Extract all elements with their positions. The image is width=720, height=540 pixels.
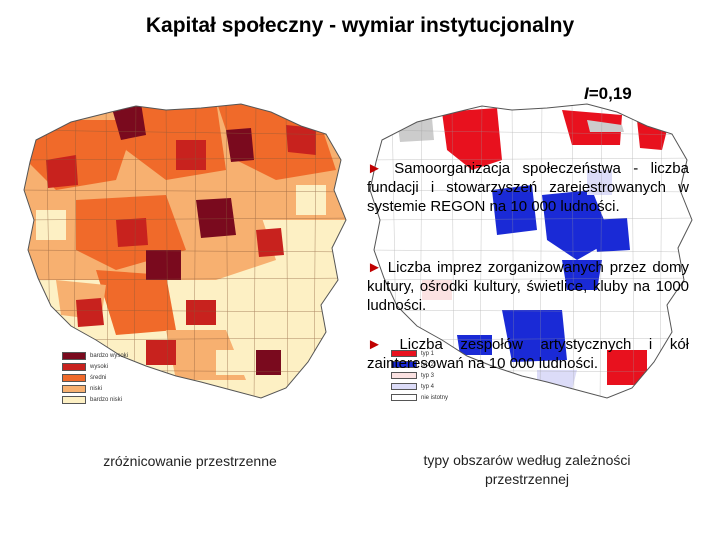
legend-swatch [62, 351, 86, 360]
legend-entry: bardzo niski [62, 394, 128, 405]
legend-swatch [62, 362, 86, 371]
legend-label: bardzo niski [90, 396, 123, 403]
bullet-triangle-icon: ► [367, 259, 382, 276]
bullet-triangle-icon: ► [367, 160, 382, 177]
legend-entry: typ 1 [391, 348, 448, 359]
caption-left: zróżnicowanie przestrzenne [103, 453, 277, 469]
indicator-text: Liczba imprez zorganizowanych przez domy… [367, 259, 689, 314]
legend-entry: średni [62, 372, 128, 383]
moran-statistic: I=0,19 [584, 84, 632, 104]
indicator-text: Samoorganizacja społeczeństwa - liczba f… [367, 160, 689, 215]
indicator-text: Liczba zespołów artystycznych i kół zain… [367, 336, 689, 372]
legend-swatch [391, 350, 417, 357]
legend-entry: niski [62, 383, 128, 394]
choropleth-map [23, 103, 347, 399]
legend-entry: typ 4 [391, 381, 448, 392]
legend-swatch [391, 383, 417, 390]
indicator-item-2: ► Liczba imprez zorganizowanych przez do… [367, 258, 689, 315]
legend-swatch [62, 395, 86, 404]
legend-swatch [391, 372, 417, 379]
caption-right: typy obszarów według zależności przestrz… [423, 452, 631, 487]
legend-swatch [391, 394, 417, 401]
legend-entry: typ 3 [391, 370, 448, 381]
map-regions-left [24, 104, 346, 398]
legend-label: typ 4 [421, 383, 435, 390]
legend-label: wysoki [90, 363, 109, 370]
legend-left: bardzo wysoki wysoki średni niski bardzo nis… [62, 350, 128, 405]
bullet-triangle-icon: ► [367, 336, 382, 353]
statistic-symbol: I [584, 84, 589, 103]
legend-entry: bardzo wysoki [62, 350, 128, 361]
country-outline-right [369, 103, 693, 399]
legend-right: typ 1 typ 2 typ 3 typ 4 nie istotny [391, 348, 448, 403]
legend-entry: wysoki [62, 361, 128, 372]
indicator-item-3: ► Liczba zespołów artystycznych i kół za… [367, 335, 689, 373]
legend-label: nie istotny [421, 394, 449, 401]
legend-swatch [62, 384, 86, 393]
legend-label: niski [90, 385, 103, 392]
legend-label: średni [90, 374, 107, 381]
legend-label: typ 2 [421, 361, 435, 368]
legend-swatch [62, 373, 86, 382]
country-outline-left [23, 103, 347, 399]
legend-entry: nie istotny [391, 392, 448, 403]
legend-swatch [391, 361, 417, 368]
legend-label: bardzo wysoki [90, 352, 129, 359]
legend-label: typ 3 [421, 372, 435, 379]
legend-label: typ 1 [421, 350, 435, 357]
legend-entry: typ 2 [391, 359, 448, 370]
cluster-map [369, 103, 693, 399]
statistic-value: =0,19 [588, 84, 632, 103]
page-title: Kapitał społeczny - wymiar instytucjonal… [145, 14, 575, 37]
indicator-item-1: ► Samoorganizacja społeczeństwa - liczba… [367, 159, 689, 216]
